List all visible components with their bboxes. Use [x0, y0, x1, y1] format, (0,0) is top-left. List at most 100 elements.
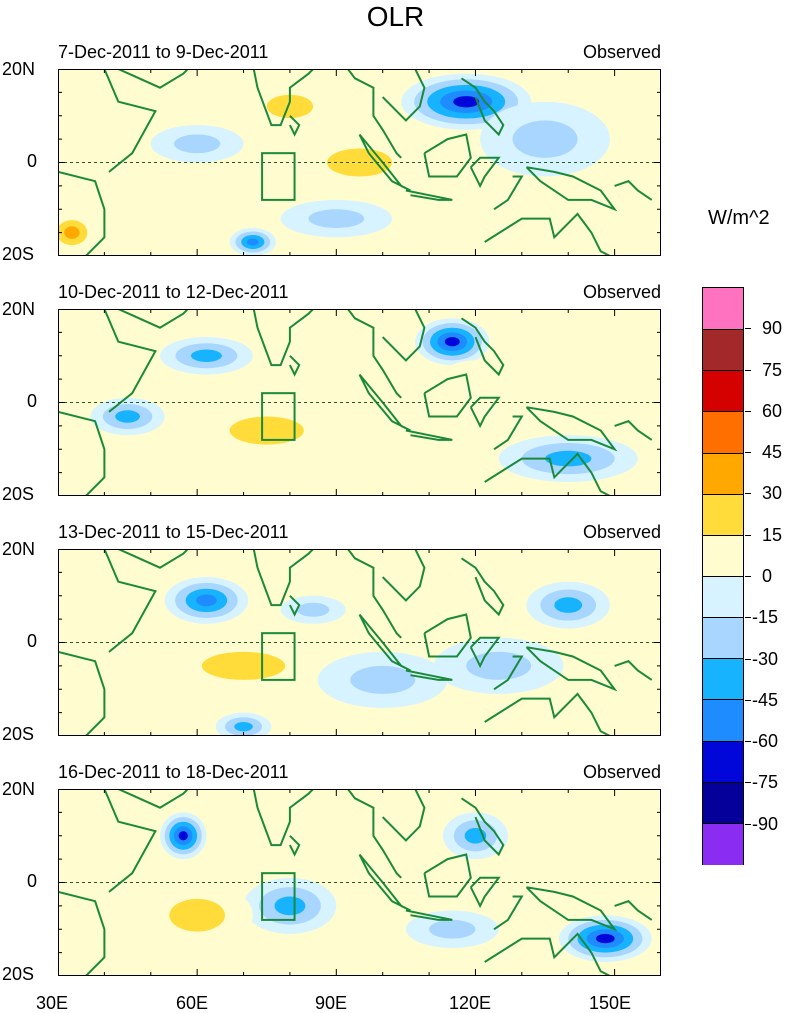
coastline: [289, 115, 301, 137]
lat-label: 20N: [2, 299, 36, 319]
map-panel-1: 7-Dec-2011 to 9-Dec-2011 Observed: [58, 42, 661, 256]
coastline: [484, 452, 611, 496]
olr-anomaly-blob: [317, 651, 448, 708]
olr-anomaly-blob: [243, 83, 337, 130]
colorbar-swatch: [703, 658, 743, 701]
olr-anomaly-blob: [160, 637, 328, 694]
lon-label: 120E: [449, 993, 492, 1013]
region-box: [261, 872, 296, 921]
colorbar-tick: [745, 452, 751, 454]
coastline: [346, 789, 402, 879]
panel-4-title: 16-Dec-2011 to 18-Dec-2011: [58, 762, 289, 782]
coastline: [493, 895, 524, 931]
coastline: [346, 309, 402, 399]
panel-1-label: Observed: [582, 42, 661, 62]
coastline: [493, 655, 524, 691]
lon-label: 30E: [36, 993, 69, 1013]
colorbar: [702, 287, 744, 866]
lat-label: 20S: [2, 964, 35, 984]
coastline: [103, 789, 157, 893]
lon-label: 90E: [315, 993, 348, 1013]
chart-title: OLR: [366, 1, 425, 32]
colorbar-swatch: [703, 329, 743, 372]
lat-label: 0: [27, 391, 38, 411]
lat-label: 20S: [2, 244, 35, 264]
coastline: [493, 415, 524, 451]
colorbar-label: 45: [762, 442, 783, 463]
colorbar-tick: [745, 493, 751, 495]
colorbar-tick: [745, 823, 751, 825]
colorbar-label: 90: [762, 318, 783, 339]
coastline: [381, 549, 426, 602]
olr-anomaly-blob: [160, 337, 253, 375]
coastline: [117, 309, 190, 329]
olr-anomaly-blob: [415, 318, 490, 366]
map-panel-3: 13-Dec-2011 to 15-Dec-2011 Observed: [58, 522, 661, 736]
olr-anomaly-blob: [90, 397, 165, 436]
panel-3-title: 13-Dec-2011 to 15-Dec-2011: [58, 522, 289, 542]
coastline: [525, 886, 618, 932]
colorbar-tick: [745, 782, 751, 784]
coastline: [58, 650, 106, 736]
colorbar-swatch: [703, 576, 743, 619]
olr-anomaly-blob: [280, 595, 346, 624]
coastline: [346, 549, 402, 639]
coastline: [58, 410, 106, 496]
olr-anomaly-blob: [164, 577, 249, 624]
olr-anomaly-blob: [405, 910, 499, 948]
olr-anomaly-blob: [545, 318, 661, 375]
colorbar-swatch: [703, 740, 743, 784]
lat-label: 20S: [2, 724, 35, 744]
colorbar-swatch: [703, 617, 743, 660]
coastline: [460, 77, 505, 137]
coastline: [346, 69, 402, 159]
colorbar-swatch: [703, 534, 743, 578]
coastline: [484, 212, 611, 256]
colorbar-tick: [745, 534, 751, 536]
colorbar-label: -90: [752, 813, 779, 834]
coastline: [469, 396, 501, 429]
colorbar-swatch: [703, 411, 743, 455]
olr-anomaly-blob: [429, 360, 522, 426]
coastline: [614, 900, 653, 921]
olr-anomaly-blob: [160, 812, 207, 860]
olr-anomaly-blob: [521, 807, 615, 846]
coastline: [405, 909, 453, 921]
colorbar-tick: [745, 328, 751, 330]
lat-label: 20N: [2, 779, 36, 799]
map-plot-2: [58, 309, 661, 496]
region-box: [261, 392, 296, 441]
olr-anomaly-blob: [280, 199, 392, 238]
coastline: [289, 835, 301, 857]
coastline: [460, 557, 505, 617]
coastline: [117, 549, 190, 569]
colorbar-swatch: [703, 493, 743, 537]
colorbar-swatch: [703, 699, 743, 743]
olr-anomaly-blob: [58, 213, 96, 252]
lat-label: 20N: [2, 59, 36, 79]
colorbar-label: 30: [762, 483, 783, 504]
lat-label: 0: [27, 871, 38, 891]
coastline: [423, 133, 472, 178]
olr-anomaly-blob: [480, 101, 610, 177]
lat-label: 20N: [2, 539, 36, 559]
colorbar-swatch: [703, 452, 743, 496]
colorbar-tick: [745, 617, 751, 619]
colorbar-label: -15: [752, 607, 779, 628]
colorbar-swatch: [703, 781, 743, 825]
lon-label: 150E: [589, 993, 632, 1013]
colorbar-label: 75: [762, 359, 783, 380]
coastline: [525, 406, 618, 452]
olr-anomaly-blob: [526, 581, 610, 629]
coastline: [525, 166, 618, 212]
map-plot-4: [58, 789, 661, 976]
coastline: [525, 646, 618, 692]
coastline: [423, 373, 472, 418]
coastline: [614, 420, 653, 441]
coastline: [289, 355, 301, 377]
olr-anomaly-blob: [498, 435, 638, 482]
panel-4-label: Observed: [582, 762, 661, 782]
colorbar-label: -30: [752, 648, 779, 669]
colorbar-tick: [745, 576, 751, 577]
coastline: [460, 797, 505, 857]
